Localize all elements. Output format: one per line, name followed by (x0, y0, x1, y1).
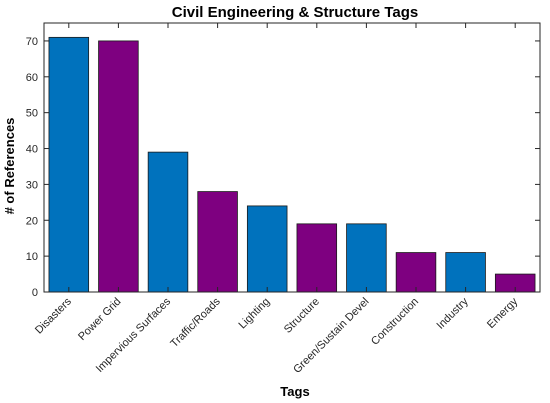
bar-4 (197, 191, 238, 293)
y-tick-label: 0 (32, 287, 38, 299)
y-tick-label: 10 (26, 251, 38, 263)
x-tick-label: Industry (435, 295, 472, 332)
x-tick-label: Traffic/Roads (168, 295, 223, 350)
y-tick-label: 50 (26, 108, 38, 120)
y-tick-label: 20 (26, 215, 38, 227)
x-tick-label: Lighting (237, 296, 273, 332)
bar-2 (98, 40, 139, 293)
x-tick-label: Emergy (485, 295, 521, 331)
bar-9 (445, 252, 486, 293)
bar-8 (395, 252, 437, 293)
y-tick-label: 60 (26, 72, 38, 84)
x-axis-label: Tags (280, 384, 309, 399)
x-tick-label: Power Grid (76, 296, 123, 343)
x-tick-label: Construction (369, 296, 421, 348)
bar-1 (48, 36, 90, 293)
x-tick-label: Structure (282, 296, 322, 336)
y-tick-label: 30 (26, 179, 38, 191)
bar-3 (147, 151, 189, 293)
x-tick-label: Disasters (33, 295, 74, 336)
bar-6 (296, 223, 338, 293)
bar-7 (346, 223, 387, 293)
axes-box (43, 22, 541, 293)
y-axis-label: # of References (2, 118, 17, 215)
y-tick-label: 70 (26, 36, 38, 48)
chart-title: Civil Engineering & Structure Tags (172, 4, 418, 21)
bar-5 (246, 205, 288, 293)
y-tick-label: 40 (26, 144, 38, 156)
